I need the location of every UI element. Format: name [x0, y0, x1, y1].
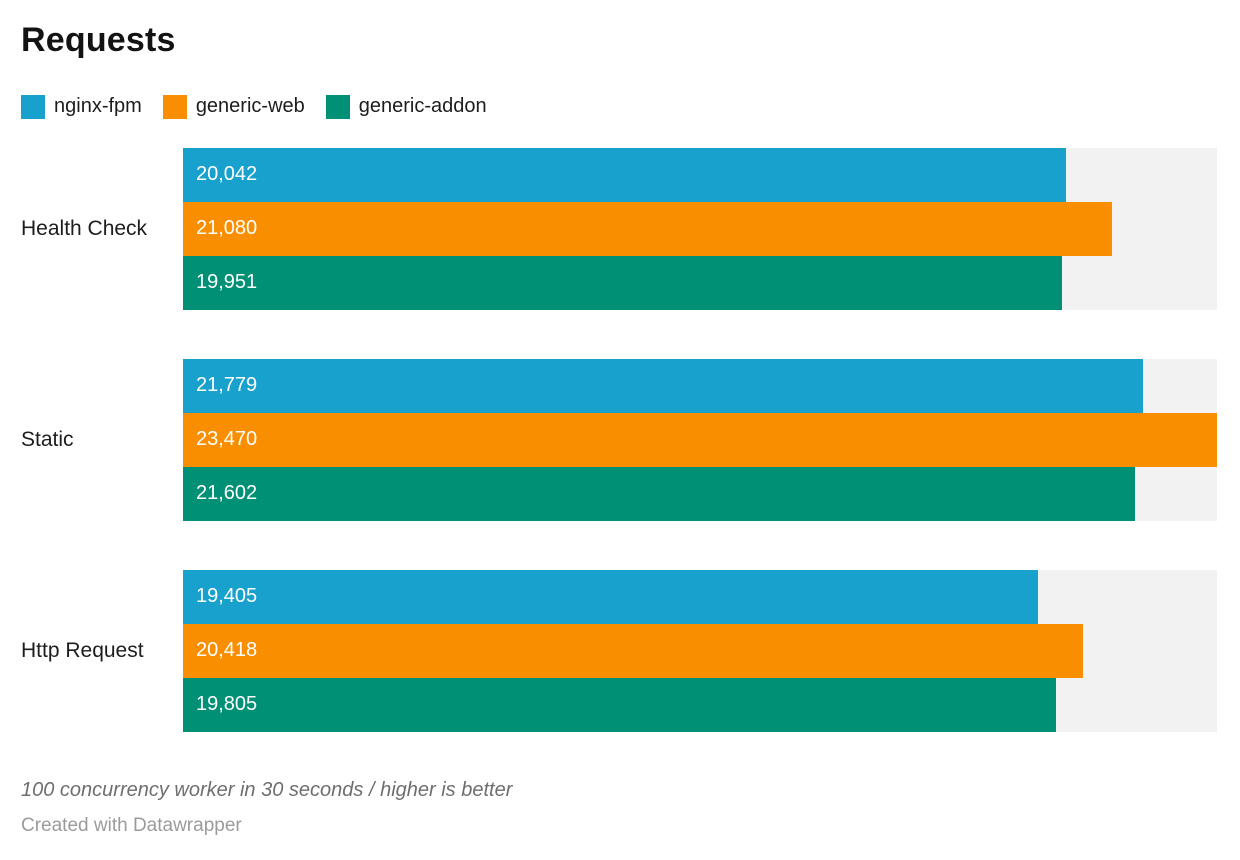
bar-generic-addon: 19,805 — [183, 677, 1056, 732]
bar-generic-addon: 21,602 — [183, 466, 1135, 521]
bar-value-label: 21,080 — [196, 217, 258, 240]
bar-nginx-fpm: 20,042 — [183, 147, 1066, 202]
legend-item-generic-web: generic-web — [162, 94, 305, 119]
category-group: Static 21,779 23,470 21,602 — [0, 358, 1240, 521]
bar-value-label: 19,805 — [196, 693, 258, 716]
legend-label: generic-web — [195, 95, 305, 118]
legend-swatch-icon — [162, 94, 187, 119]
bar-track: 21,779 23,470 21,602 — [183, 358, 1217, 521]
category-group: Http Request 19,405 20,418 19,805 — [0, 569, 1240, 732]
bar-generic-addon: 19,951 — [183, 255, 1062, 310]
legend-item-nginx-fpm: nginx-fpm — [21, 94, 142, 119]
bar-value-label: 19,951 — [196, 271, 258, 294]
bar-chart: Health Check 20,042 21,080 19,951 Static 21,7… — [0, 147, 1240, 732]
bar-value-label: 19,405 — [196, 585, 258, 608]
bar-nginx-fpm: 21,779 — [183, 358, 1143, 413]
bar-value-label: 20,042 — [196, 163, 258, 186]
legend-label: generic-addon — [358, 95, 487, 118]
category-label: Static — [21, 427, 74, 451]
chart-title: Requests — [21, 21, 176, 59]
datawrapper-credit: Created with Datawrapper — [21, 814, 242, 836]
bar-generic-web: 21,080 — [183, 201, 1112, 256]
category-label: Health Check — [21, 216, 148, 240]
category-group: Health Check 20,042 21,080 19,951 — [0, 147, 1240, 310]
bar-value-label: 23,470 — [196, 428, 258, 451]
legend: nginx-fpm generic-web generic-addon — [21, 94, 1240, 119]
bar-value-label: 21,779 — [196, 374, 258, 397]
bar-value-label: 20,418 — [196, 639, 258, 662]
bar-track: 20,042 21,080 19,951 — [183, 147, 1217, 310]
bar-nginx-fpm: 19,405 — [183, 569, 1038, 624]
bar-track: 19,405 20,418 19,805 — [183, 569, 1217, 732]
chart-note: 100 concurrency worker in 30 seconds / h… — [21, 778, 513, 801]
bar-generic-web: 20,418 — [183, 623, 1083, 678]
legend-item-generic-addon: generic-addon — [325, 94, 487, 119]
bar-value-label: 21,602 — [196, 482, 258, 505]
legend-swatch-icon — [21, 94, 45, 119]
legend-swatch-icon — [325, 94, 350, 119]
legend-label: nginx-fpm — [54, 95, 142, 118]
bar-generic-web: 23,470 — [183, 412, 1217, 467]
category-label: Http Request — [21, 638, 144, 662]
